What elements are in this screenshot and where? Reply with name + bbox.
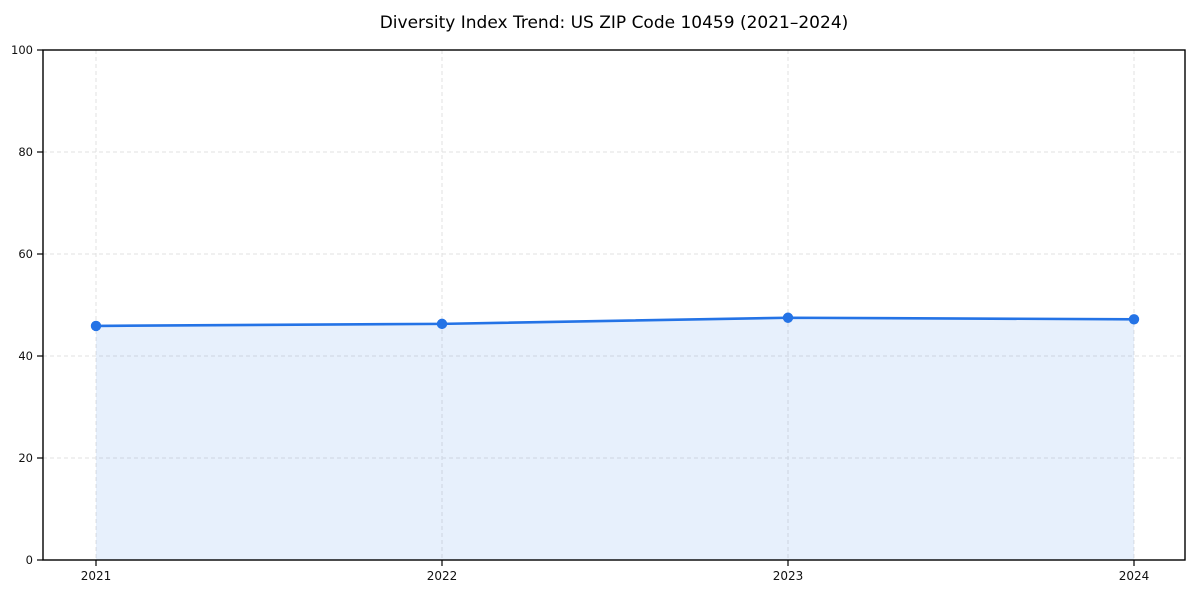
x-tick-label: 2024 [1119, 569, 1150, 583]
plot-border [42, 49, 1186, 561]
x-tick-label: 2021 [81, 569, 112, 583]
y-tick-label: 80 [18, 145, 33, 159]
chart-title: Diversity Index Trend: US ZIP Code 10459… [379, 13, 849, 33]
y-tick-label: 100 [11, 43, 33, 57]
data-point-marker[interactable] [782, 312, 794, 323]
data-point-marker[interactable] [1128, 314, 1140, 325]
y-tick-label: 20 [18, 451, 33, 465]
data-point-marker[interactable] [90, 320, 102, 332]
y-tick-label: 40 [18, 349, 33, 363]
area-fill [96, 317, 1134, 560]
data-point-marker[interactable] [436, 318, 448, 330]
y-tick-label: 60 [18, 247, 33, 261]
x-tick-label: 2022 [427, 569, 458, 583]
x-tick-label: 2023 [773, 569, 804, 583]
trend-line [94, 316, 1136, 328]
y-tick-label: 0 [26, 553, 33, 567]
